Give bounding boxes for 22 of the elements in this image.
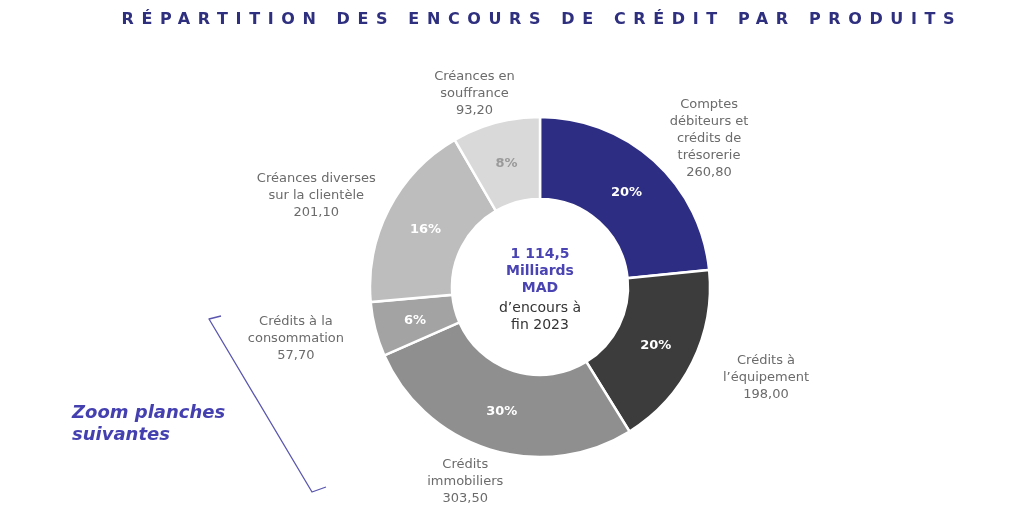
slice-label: Crédits à l’équipement [722, 352, 810, 385]
text: 20% [640, 337, 672, 353]
data-label: 201,10 [293, 204, 340, 220]
slice-label: Créances diverses sur la clientèle [256, 170, 376, 203]
data-label: 260,80 [686, 164, 732, 180]
chart-title: RÉPARTITION DES ENCOURS DE CRÉDIT PAR PRODUITS [121, 9, 955, 28]
data-label: 303,50 [442, 489, 489, 505]
text: 20% [610, 184, 643, 200]
text: 16% [409, 220, 442, 236]
slice-label: Créances en souffrance [434, 67, 515, 100]
text: 30% [486, 403, 518, 419]
text: 6% [404, 312, 427, 328]
text: 1 114,5 Milliards MAD [506, 245, 574, 295]
text: 8% [495, 155, 518, 171]
slice-label: Crédits à la consommation [247, 313, 345, 346]
slice-label: Comptes débiteurs et crédits de trésorerie [669, 96, 749, 163]
slice-label: Crédits immobiliers [427, 455, 504, 488]
text: Zoom planches suivantes [71, 401, 226, 444]
data-label: 198,00 [743, 386, 789, 402]
data-label: 57,70 [277, 347, 315, 363]
data-label: 93,20 [455, 101, 494, 117]
text: d’encours à fin 2023 [498, 299, 582, 332]
